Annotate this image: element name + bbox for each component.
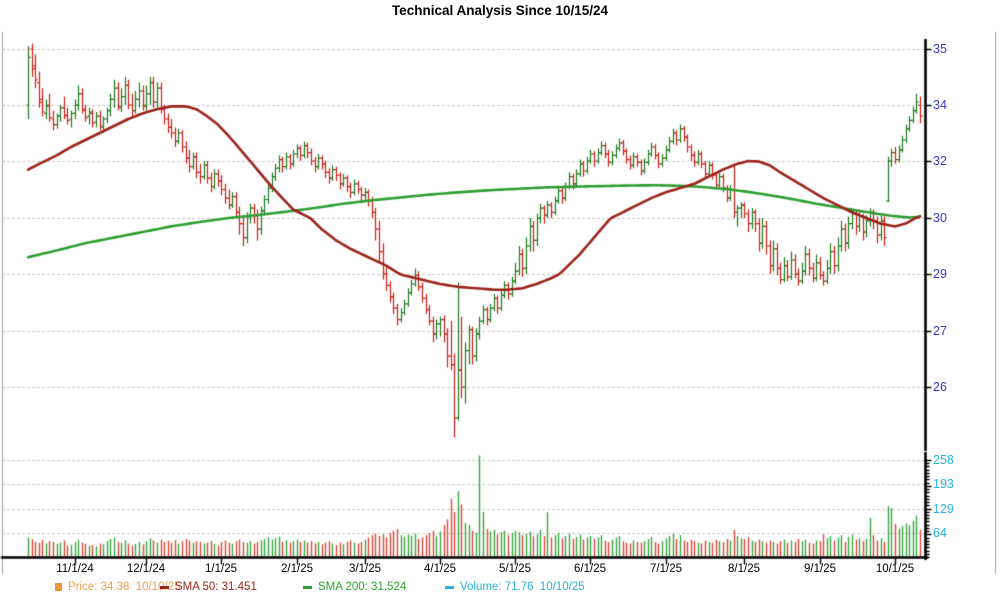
x-axis-label: 10/1/25 — [875, 563, 915, 575]
price-axis-label: 29 — [933, 267, 947, 281]
chart-title: Technical Analysis Since 10/15/24 — [391, 3, 609, 18]
legend-volume-label: Volume: 71.76 10/10/25 — [460, 581, 585, 593]
legend-price-label: Price: 34.38 10/10/25 — [68, 581, 181, 593]
chart-legend: Price: 34.38 10/10/25 SMA 50: 31.451 SMA… — [0, 581, 1000, 598]
legend-item-price: Price: 34.38 10/10/25 — [55, 581, 181, 593]
legend-sma200-label: SMA 200: 31.524 — [318, 581, 407, 593]
volume-dash-icon — [445, 585, 454, 589]
x-axis-label: 8/1/25 — [728, 563, 760, 575]
legend-item-sma200: SMA 200: 31.524 — [303, 581, 406, 593]
x-axis-label: 3/1/25 — [349, 563, 381, 575]
x-axis-label: 6/1/25 — [574, 563, 606, 575]
price-axis-label: 27 — [933, 324, 947, 338]
price-axis-label: 34 — [933, 98, 947, 112]
price-axis-label: 26 — [933, 380, 947, 394]
volume-axis-label: 64 — [933, 526, 947, 540]
x-axis-label: 12/1/24 — [126, 563, 166, 575]
legend-item-volume: Volume: 71.76 10/10/25 — [445, 581, 585, 593]
x-axis-label: 1/1/25 — [205, 563, 237, 575]
volume-axis-label: 258 — [933, 453, 954, 467]
x-axis-label: 11/1/24 — [56, 563, 94, 575]
volume-axis-label: 193 — [933, 477, 954, 491]
price-square-icon — [55, 583, 62, 591]
legend-item-sma50: SMA 50: 31.451 — [160, 581, 257, 593]
sma200-dash-icon — [303, 585, 312, 589]
x-axis-label: 4/1/25 — [424, 563, 456, 575]
legend-sma50-label: SMA 50: 31.451 — [175, 581, 257, 593]
volume-axis-label: 129 — [933, 502, 954, 516]
price-axis-label: 35 — [933, 42, 947, 56]
x-axis-label: 9/1/25 — [804, 563, 836, 575]
x-axis-label: 7/1/25 — [650, 563, 682, 575]
x-axis-label: 5/1/25 — [499, 563, 531, 575]
price-axis-label: 32 — [933, 154, 947, 168]
sma50-dash-icon — [160, 585, 169, 589]
price-axis-label: 30 — [933, 211, 947, 225]
x-axis-label: 2/1/25 — [281, 563, 313, 575]
